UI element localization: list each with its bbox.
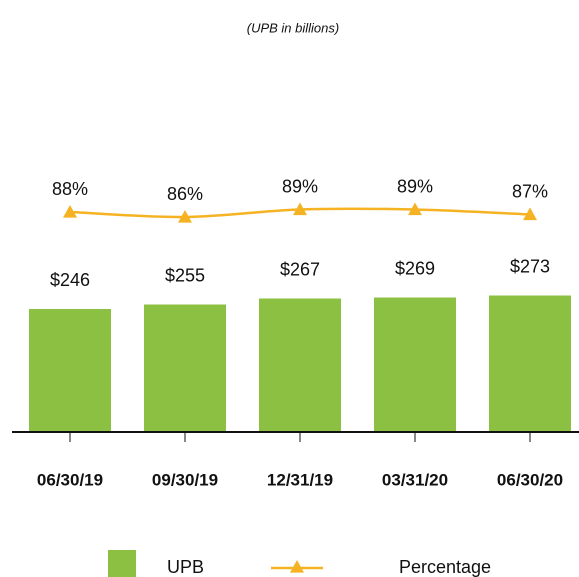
chart-subtitle: (UPB in billions) xyxy=(247,20,339,35)
legend-label: Percentage xyxy=(399,557,491,577)
line-marker xyxy=(523,207,537,221)
bar-value-label: $273 xyxy=(510,256,550,276)
bar xyxy=(144,304,226,432)
line-value-label: 87% xyxy=(512,181,548,201)
bar-value-label: $267 xyxy=(280,259,320,279)
legend-marker xyxy=(290,560,304,573)
line-marker xyxy=(63,205,77,218)
line-value-label: 89% xyxy=(282,176,318,196)
line-marker xyxy=(408,202,422,216)
bar xyxy=(29,309,111,432)
line-value-label: 88% xyxy=(52,179,88,199)
bar xyxy=(489,295,571,432)
x-tick-label: 12/31/19 xyxy=(267,470,333,489)
bar-value-label: $255 xyxy=(165,265,205,285)
x-tick-label: 06/30/20 xyxy=(497,470,563,489)
line-value-label: 89% xyxy=(397,176,433,196)
bar-value-label: $246 xyxy=(50,270,90,290)
x-tick-label: 03/31/20 xyxy=(382,470,448,489)
bar xyxy=(259,298,341,432)
line-value-label: 86% xyxy=(167,184,203,204)
bar-value-label: $269 xyxy=(395,258,435,278)
x-tick-label: 09/30/19 xyxy=(152,470,218,489)
legend-label: UPB xyxy=(167,557,204,577)
line-marker xyxy=(178,210,192,223)
x-tick-label: 06/30/19 xyxy=(37,470,103,489)
line-marker xyxy=(293,202,307,216)
legend-swatch xyxy=(108,550,136,577)
bar xyxy=(374,297,456,432)
